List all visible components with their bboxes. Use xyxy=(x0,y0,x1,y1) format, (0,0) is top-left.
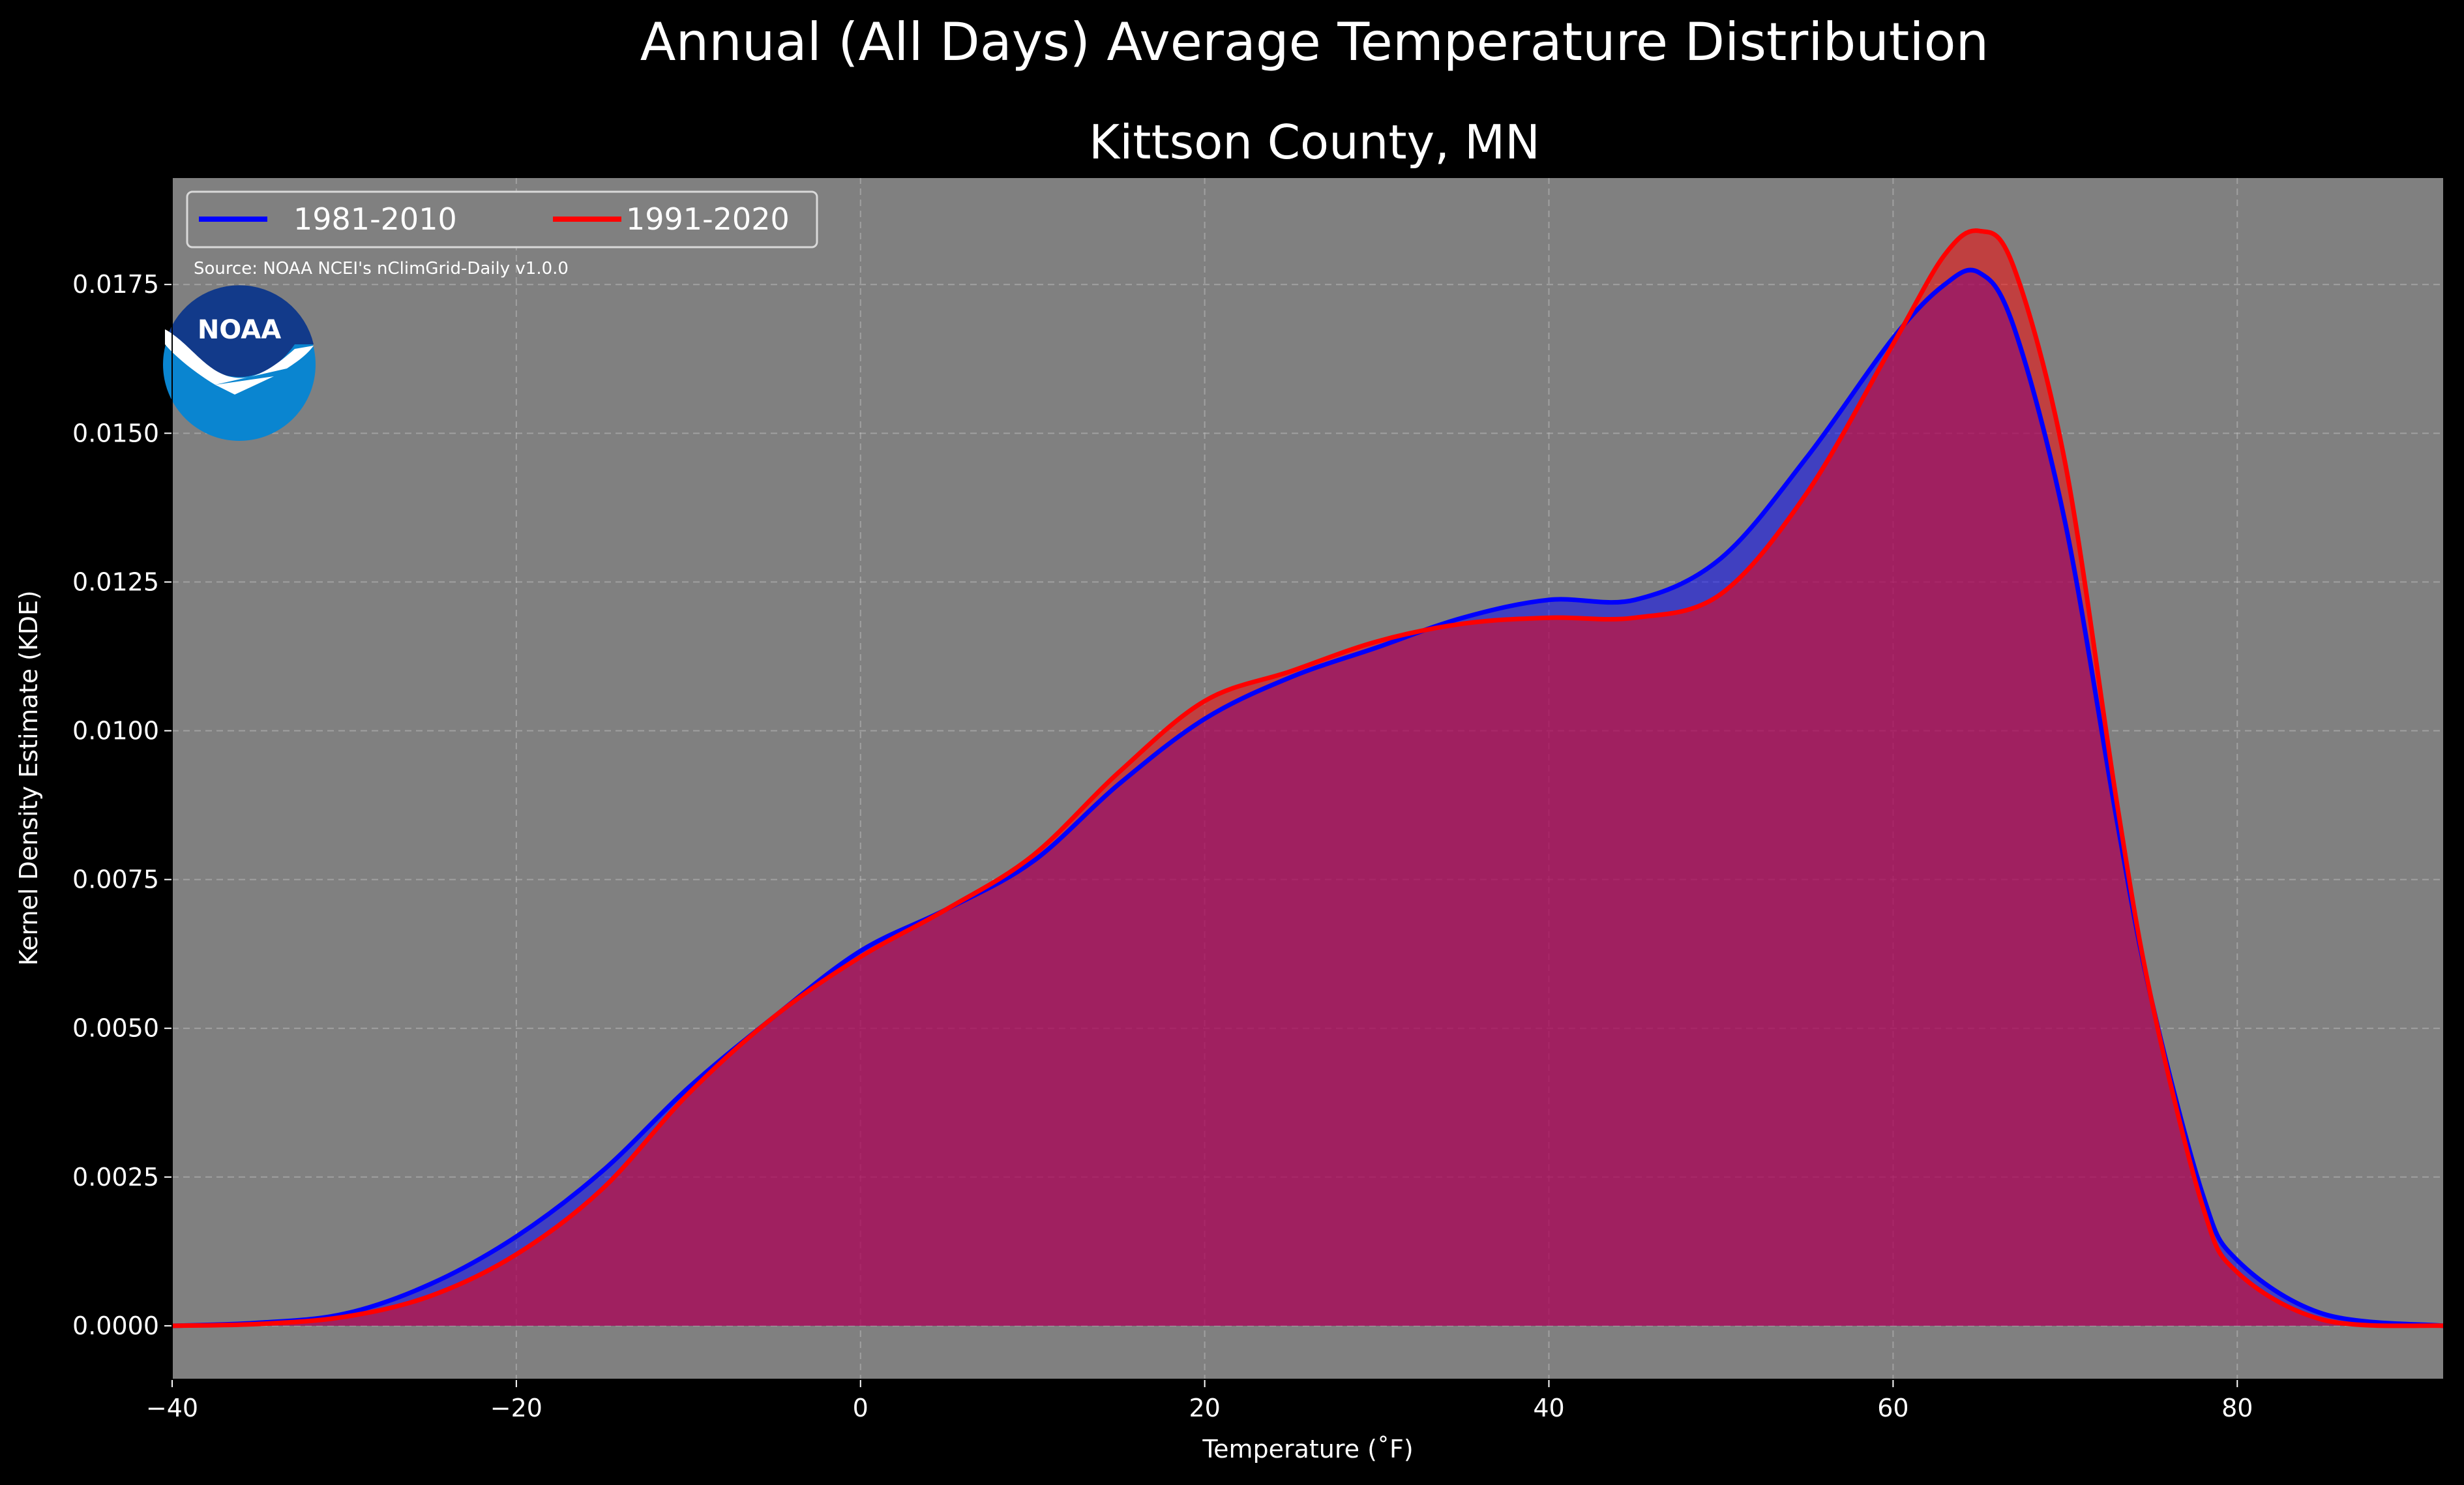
x-tick-label: 40 xyxy=(1533,1394,1564,1422)
y-tick-label: 0.0025 xyxy=(72,1163,159,1192)
y-axis-label: Kernel Density Estimate (KDE) xyxy=(14,590,43,966)
legend: 1981-2010 1991-2020 xyxy=(186,190,818,248)
x-axis-label: Temperature (˚F) xyxy=(1202,1435,1413,1463)
logo-text: NOAA xyxy=(198,315,281,345)
y-tick-label: 0.0075 xyxy=(72,865,159,894)
noaa-logo: NOAA xyxy=(163,285,316,441)
series-line-1991-2020 xyxy=(171,228,2444,1328)
series-fill-1991-2020 xyxy=(172,230,2444,1326)
x-tick-label: −20 xyxy=(490,1394,542,1422)
x-tick-label: 20 xyxy=(1189,1394,1220,1422)
y-tick-label: 0.0000 xyxy=(72,1312,159,1340)
legend-box xyxy=(186,190,818,248)
x-ticks: −40 −20 0 20 40 60 80 xyxy=(146,1379,2253,1422)
y-tick-label: 0.0050 xyxy=(72,1014,159,1043)
y-tick-label: 0.0175 xyxy=(72,270,159,299)
source-note: Source: NOAA NCEI's nClimGrid-Daily v1.0… xyxy=(194,259,569,278)
y-tick-label: 0.0150 xyxy=(72,419,159,447)
chart-subtitle: Kittson County, MN xyxy=(1089,115,1540,170)
x-tick-label: 80 xyxy=(2221,1394,2253,1422)
y-tick-label: 0.0125 xyxy=(72,567,159,596)
x-tick-label: 0 xyxy=(853,1394,868,1422)
chart-title: Annual (All Days) Average Temperature Di… xyxy=(640,12,1989,72)
legend-label-1991-2020: 1991-2020 xyxy=(626,202,790,237)
y-tick-label: 0.0100 xyxy=(72,717,159,745)
plot-frame xyxy=(171,177,2444,1380)
x-tick-label: 60 xyxy=(1877,1394,1908,1422)
legend-label-1981-2010: 1981-2010 xyxy=(293,202,457,237)
series-layer xyxy=(171,228,2444,1328)
y-ticks: 0.0000 0.0025 0.0050 0.0075 0.0100 0.0125 0.01… xyxy=(72,270,172,1340)
x-tick-label: −40 xyxy=(146,1394,198,1422)
